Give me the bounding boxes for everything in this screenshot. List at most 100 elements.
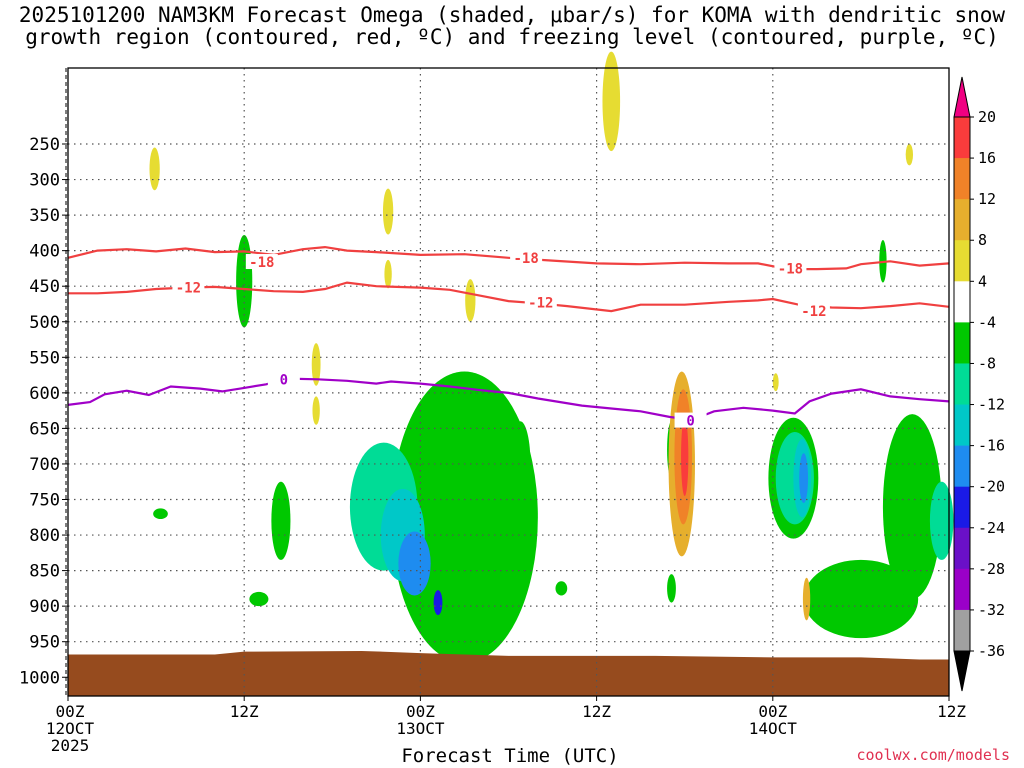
- contour-label-bg: [524, 294, 557, 310]
- colorbar-top-arrow: [953, 76, 971, 118]
- chart-title: 2025101200 NAM3KM Forecast Omega (shaded…: [0, 4, 1024, 48]
- colorbar-bin--20to-16: [954, 445, 970, 488]
- contour-label-bg: [774, 260, 807, 276]
- colorbar-bin-8to12: [954, 199, 970, 241]
- colorbar: 20 16 12 8 4 -4 -8 -12 -16 -20 -24 -28 -32 -36: [953, 76, 1005, 692]
- y-tick-label-750: 750: [29, 491, 60, 511]
- omega-region-36: [802, 577, 811, 621]
- y-tick-label-800: 800: [29, 526, 60, 546]
- omega-region-17: [509, 421, 531, 507]
- colorbar-label-8: -16: [978, 437, 1005, 455]
- colorbar-bin--16to-12: [954, 404, 970, 447]
- contour-layer: -18 -18 -18 -12 -12 -12 0 0: [67, 245, 950, 430]
- y-tick-label-700: 700: [29, 455, 60, 475]
- y-tick-label-300: 300: [29, 171, 60, 191]
- omega-region-31: [799, 453, 809, 504]
- colorbar-bin--8to-4: [954, 322, 970, 364]
- grid-lines: [68, 68, 949, 696]
- x-tick-label-0-1: 12OCT: [46, 719, 95, 738]
- omega-region-1: [382, 188, 394, 235]
- contour-0: [67, 377, 950, 422]
- colorbar-bin--4to4: [954, 281, 970, 323]
- y-tick-label-500: 500: [29, 313, 60, 333]
- omega-region-21: [555, 581, 568, 596]
- terrain-layer: [68, 650, 949, 696]
- y-tick-label-1000: 1000: [19, 668, 60, 688]
- contour-label--18-0: -18: [249, 255, 274, 271]
- omega-region-20: [667, 574, 676, 603]
- colorbar-bin--12to-8: [954, 363, 970, 406]
- colorbar-label-10: -24: [978, 519, 1005, 537]
- contour-label-bg: [797, 303, 830, 319]
- omega-region-24: [882, 414, 942, 600]
- colorbar-bin--28to-24: [954, 527, 970, 570]
- colorbar-label-6: -8: [978, 354, 996, 372]
- site-credit[interactable]: coolwx.com/models: [856, 746, 1010, 764]
- x-tick-label-0-0: 00Z: [56, 702, 85, 721]
- colorbar-label-2: 12: [978, 190, 996, 208]
- y-tick-label-350: 350: [29, 206, 60, 226]
- colorbar-label-11: -28: [978, 560, 1005, 578]
- colorbar-border: [953, 116, 971, 652]
- omega-region-7: [905, 144, 914, 166]
- colorbar-label-13: -36: [978, 642, 1005, 660]
- omega-region-5: [312, 396, 320, 425]
- colorbar-bottom-arrow: [953, 650, 971, 692]
- colorbar-label-7: -12: [978, 396, 1005, 414]
- y-tick-label-550: 550: [29, 348, 60, 368]
- x-tick-label-48-0: 00Z: [758, 702, 787, 721]
- plot-frame: [65, 67, 950, 697]
- colorbar-label-0: 20: [978, 108, 996, 126]
- colorbar-bin--32to-28: [954, 568, 970, 611]
- omega-region-18: [460, 446, 474, 539]
- contour-label--18-2: -18: [778, 261, 803, 277]
- x-tick-label-0-2: 2025: [51, 736, 90, 755]
- omega-region-30: [398, 531, 431, 596]
- omega-region-8: [772, 373, 779, 392]
- omega-region-3: [465, 279, 476, 322]
- colorbar-label-12: -32: [978, 601, 1005, 619]
- contour-label-0-0: 0: [280, 372, 288, 388]
- omega-region-15: [271, 481, 291, 560]
- y-tick-label-250: 250: [29, 135, 60, 155]
- x-tick-label-60-0: 12Z: [937, 702, 966, 721]
- omega-region-32: [433, 590, 443, 616]
- y-tick-label-400: 400: [29, 242, 60, 262]
- x-tick-label-24-1: 13OCT: [396, 719, 445, 738]
- omega-region-23: [803, 559, 919, 639]
- omega-region-27: [929, 481, 954, 560]
- x-tick-label-24-0: 00Z: [406, 702, 435, 721]
- colorbar-bin-4to8: [954, 240, 970, 282]
- omega-region-4: [311, 343, 321, 386]
- contour-label-bg: [245, 254, 278, 270]
- colorbar-bin--36to-32: [954, 609, 970, 652]
- plot-border: [67, 67, 950, 697]
- omega-shading: [149, 51, 954, 664]
- colorbar-label-9: -20: [978, 478, 1005, 496]
- x-axis-label: Forecast Time (UTC): [401, 745, 619, 767]
- terrain-fill: [68, 650, 949, 696]
- colorbar-label-4: 4: [978, 272, 987, 290]
- omega-region-2: [384, 259, 392, 289]
- y-tick-label-650: 650: [29, 419, 60, 439]
- colorbar-bin-12to16: [954, 158, 970, 200]
- colorbar-label-1: 16: [978, 149, 996, 167]
- y-tick-label-850: 850: [29, 562, 60, 582]
- contour-label--12-2: -12: [801, 304, 826, 320]
- omega-region-0: [149, 147, 160, 191]
- contour--18: [67, 245, 950, 271]
- y-tick-label-950: 950: [29, 633, 60, 653]
- x-tick-label-36-0: 12Z: [582, 702, 611, 721]
- x-tick-label-48-1: 14OCT: [749, 719, 798, 738]
- colorbar-label-3: 8: [978, 231, 987, 249]
- title-line-2: growth region (contoured, red, ºC) and f…: [25, 25, 999, 49]
- y-tick-label-600: 600: [29, 384, 60, 404]
- y-axis: 250 300 350 400 450 500 550 600 650 700 750 800 850 9…: [19, 135, 68, 688]
- contour-label--18-1: -18: [513, 251, 538, 267]
- colorbar-bin--24to-20: [954, 486, 970, 529]
- contour-label-bg: [267, 371, 300, 387]
- contour-label--12-0: -12: [176, 281, 201, 297]
- colorbar-label-5: -4: [978, 313, 996, 331]
